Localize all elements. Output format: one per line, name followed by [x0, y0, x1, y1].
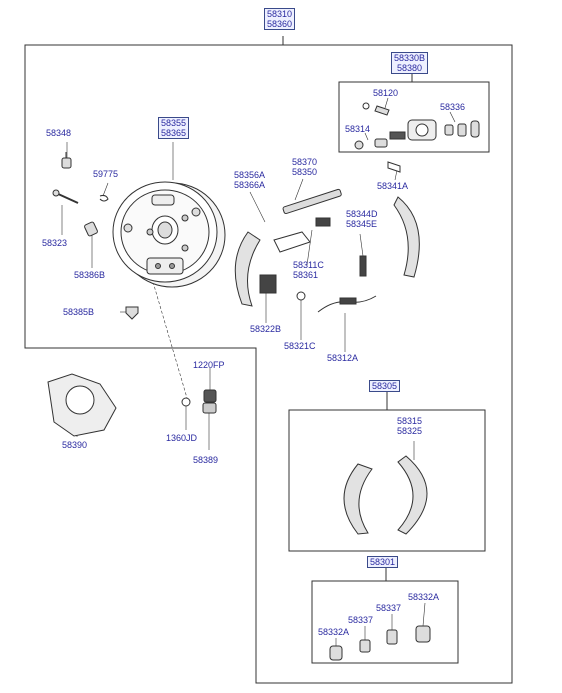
label-58385B: 58385B — [63, 307, 95, 317]
shoe-set-right — [397, 455, 428, 535]
label-58341A: 58341A — [377, 181, 409, 191]
label-58322B: 58322B — [250, 324, 282, 334]
shoe-set-box — [288, 409, 486, 552]
washer-1360JD — [181, 397, 191, 407]
label-58344D: 58344D 58345E — [346, 209, 378, 229]
kit-cup-2 — [415, 625, 431, 643]
label-58336: 58336 — [440, 102, 466, 112]
brake-shoe-right — [393, 196, 420, 278]
label-58389: 58389 — [193, 455, 219, 465]
label-kit-58337-b: 58337 — [376, 603, 402, 613]
brake-shoe-left — [234, 231, 261, 307]
plug — [84, 221, 98, 237]
label-1360JD: 1360JD — [166, 433, 198, 443]
label-1220FP: 1220FP — [193, 360, 225, 370]
label-kit-58332A-a: 58332A — [318, 627, 350, 637]
label-kit-58337-a: 58337 — [348, 615, 374, 625]
adjuster-lever — [273, 231, 311, 253]
bleeder-screw — [61, 157, 72, 169]
repair-kit-box — [311, 580, 459, 664]
assembly-outline — [24, 36, 513, 684]
assembly-label: 58310 58360 — [264, 8, 296, 30]
shoe-set-label: 58305 — [369, 380, 401, 392]
shoe-set-left — [343, 463, 373, 535]
kit-seal-1 — [359, 639, 371, 653]
kit-seal-2 — [386, 629, 398, 645]
grommet — [125, 306, 139, 320]
wheel-cylinder-label: 58330B 58380 — [391, 52, 429, 74]
label-59775: 59775 — [93, 169, 119, 179]
label-58314: 58314 — [345, 124, 371, 134]
label-58370: 58370 58350 — [292, 157, 318, 177]
label-58315: 58315 58325 — [397, 416, 423, 436]
label-58348: 58348 — [46, 128, 72, 138]
label-58390: 58390 — [62, 440, 88, 450]
label-58386B: 58386B — [74, 270, 106, 280]
bolt-1220FP — [203, 389, 217, 403]
backing-plate — [112, 181, 226, 288]
pin — [55, 192, 79, 204]
backing-plate-label: 58355 58365 — [158, 117, 190, 139]
label-58321C: 58321C — [284, 341, 316, 351]
label-58323: 58323 — [42, 238, 68, 248]
bleeder — [374, 105, 390, 116]
label-58311C: 58311C 58361 — [293, 260, 324, 280]
label-kit-58332A-b: 58332A — [408, 592, 440, 602]
kit-cup-1 — [329, 645, 343, 661]
clip — [99, 194, 109, 202]
adjuster-rod — [282, 188, 342, 215]
label-58312A: 58312A — [327, 353, 359, 363]
retainer — [296, 291, 306, 301]
repair-kit-label: 58301 — [367, 556, 399, 568]
bolt-58389 — [202, 402, 217, 414]
label-58356A: 58356A 58366A — [234, 170, 266, 190]
label-58120: 58120 — [373, 88, 399, 98]
wheel-cylinder-box — [338, 81, 490, 153]
spring-coil — [259, 274, 277, 294]
